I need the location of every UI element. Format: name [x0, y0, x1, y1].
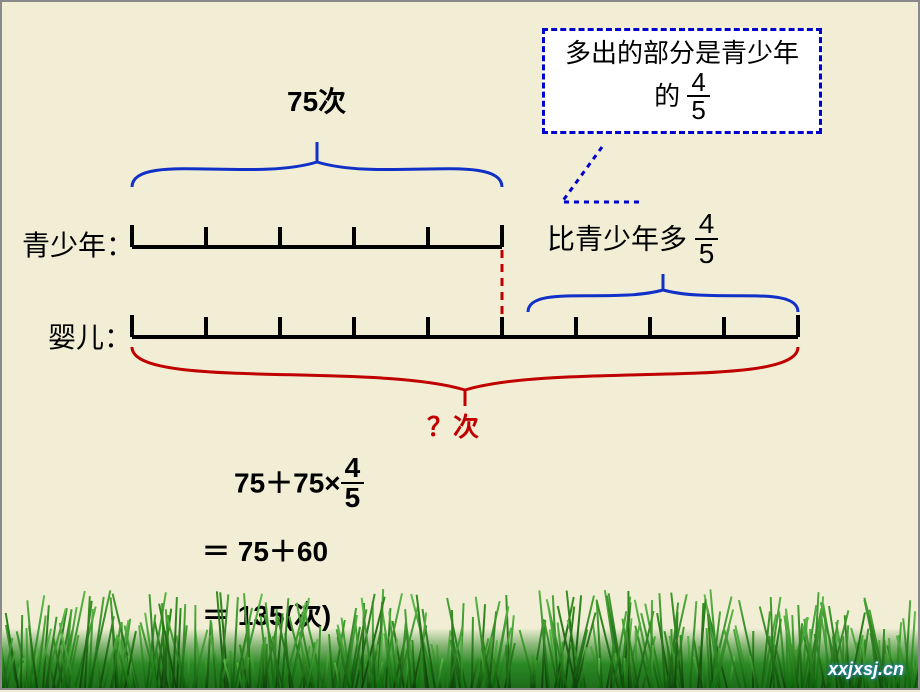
grass-decoration: [2, 578, 918, 688]
calc-line-1: 75＋75× 4 5: [234, 456, 364, 514]
calc-fraction-den: 5: [341, 484, 365, 512]
slide-stage: 多出的部分是青少年的 4 5 75次 青少年： 比青少年多 4: [2, 2, 918, 688]
calc-fraction: 4 5: [341, 454, 365, 512]
calc-line-2: ＝ 75＋60: [202, 530, 364, 570]
unknown-label: ？次: [427, 407, 479, 444]
watermark: xxjxsj.cn: [828, 659, 904, 680]
calc-fraction-num: 4: [341, 454, 365, 484]
calc-line1-prefix: 75＋75×: [234, 467, 341, 498]
